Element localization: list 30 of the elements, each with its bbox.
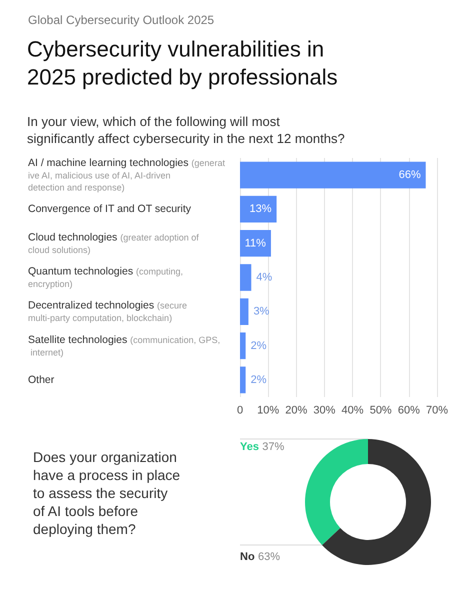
text: Does your organization have a process in place to assess the security of AI tools before deploying them?: [33, 449, 184, 537]
category-label: AI / machine learning technologies (generative AI, malicious use of AI, AI-driven detection and response): [28, 157, 225, 193]
data-label: 37%: [262, 441, 285, 453]
x-tick-label: 40%: [342, 404, 364, 416]
data-label: 63%: [258, 551, 280, 563]
x-tick-label: 0: [236, 404, 244, 416]
data-label: 11%: [244, 237, 266, 250]
x-tick-label: 50%: [370, 404, 392, 416]
data-label: 2%: [250, 340, 267, 352]
x-tick-label: 60%: [398, 404, 420, 416]
y-tick-label: Decentralized technologies (secure multi-party computation, blockchain): [28, 300, 190, 324]
slice-label: No: [240, 551, 255, 563]
data-label: 2%: [250, 374, 267, 386]
category-label: Cloud technologies (greater adoption of cloud solutions): [28, 231, 199, 255]
slice-label: Yes: [240, 441, 259, 453]
category-label: Quantum technologies (computing, encryption): [28, 266, 184, 289]
x-tick-label: 30%: [313, 404, 336, 416]
category-label: Satellite technologies (communication, GPS, internet): [28, 334, 220, 358]
chart-subtitle: In your view, which of the following will most significantly affect cybersecurity in the next 12 months?: [27, 114, 345, 146]
y-tick-label: Convergence of IT and OT security: [28, 203, 192, 216]
data-label: 4%: [256, 272, 272, 284]
data-label: 3%: [253, 306, 270, 318]
y-tick-label: Other: [28, 374, 55, 386]
x-tick-label: 10%: [257, 404, 280, 416]
x-tick-label: 70%: [426, 404, 448, 416]
chart-title: Cybersecurity vulnerabilities in 2025 predicted by professionals: [27, 36, 338, 90]
data-label: 13%: [250, 203, 272, 216]
text: Global Cybersecurity Outlook 2025: [28, 13, 214, 27]
x-tick-label: 20%: [285, 404, 308, 416]
data-label: 66%: [398, 169, 421, 182]
